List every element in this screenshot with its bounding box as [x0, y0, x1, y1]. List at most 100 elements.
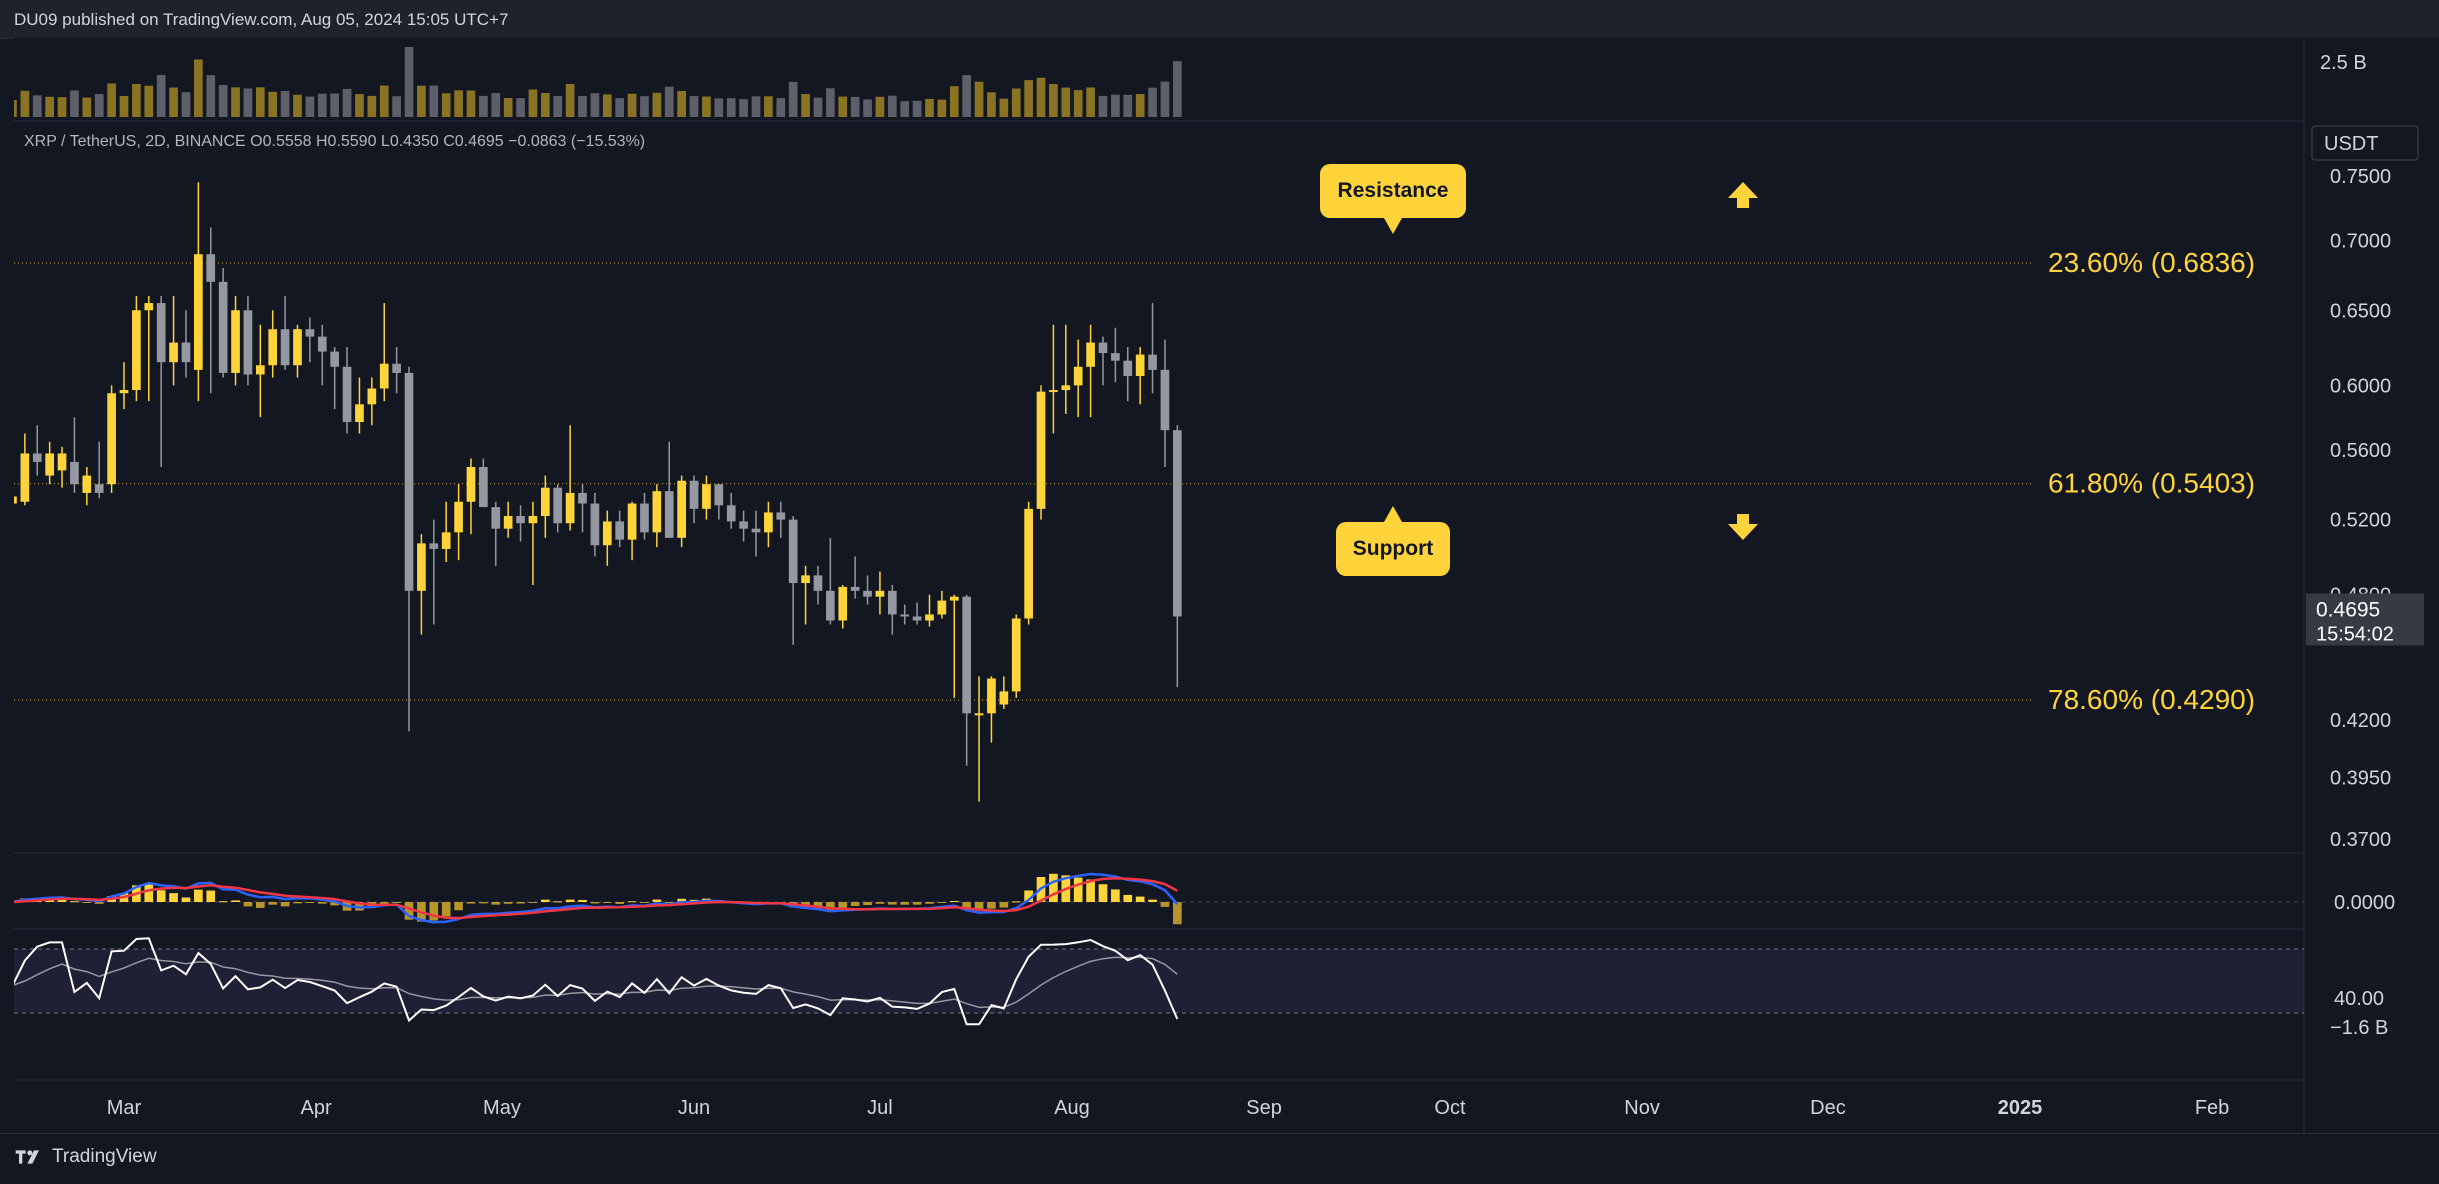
volume-bar	[962, 75, 972, 117]
candle-body	[801, 575, 810, 584]
candle	[677, 475, 686, 548]
volume-bar	[826, 88, 835, 117]
candle	[565, 425, 575, 531]
candle-body	[231, 310, 240, 373]
time-tick-label: Oct	[1434, 1097, 1466, 1119]
volume-bar	[813, 97, 823, 117]
candle-body	[305, 329, 315, 337]
volume-bar	[94, 94, 104, 117]
macd-hist-bar	[268, 902, 278, 905]
chart-area[interactable]: 0.75000.70000.65000.60000.56000.52000.48…	[14, 38, 2439, 1133]
macd-hist-bar	[1049, 873, 1058, 902]
macd-hist-bar	[280, 902, 290, 907]
currency-label: USDT	[2324, 133, 2378, 155]
candle	[94, 441, 104, 499]
candle	[974, 676, 984, 802]
candle-body	[491, 507, 501, 529]
macd-hist-bar	[912, 902, 922, 905]
volume-bar	[441, 93, 451, 117]
volume-bar	[850, 96, 860, 117]
candle	[1024, 501, 1033, 625]
candle	[863, 575, 872, 605]
volume-bar	[144, 85, 154, 117]
candle-body	[677, 480, 686, 538]
volume-bar	[974, 81, 984, 117]
volume-bar	[1011, 88, 1021, 117]
candle	[181, 310, 191, 378]
macd-hist-bar	[94, 902, 104, 904]
volume-bar	[912, 100, 922, 117]
candle-body	[714, 484, 724, 506]
volume-bar	[1135, 94, 1145, 117]
macd-zero-label: 0.0000	[2334, 892, 2395, 914]
volume-bar	[20, 90, 30, 117]
candle	[144, 295, 154, 402]
volume-bar	[181, 92, 191, 117]
last-price-label: 0.4695	[2316, 598, 2380, 621]
candle-body	[1049, 390, 1058, 393]
candle-body	[503, 516, 513, 529]
candle	[615, 510, 625, 548]
candle	[268, 310, 278, 378]
macd-hist-bar	[949, 900, 959, 902]
volume-axis-label: 2.5 B	[2320, 52, 2367, 74]
candle	[70, 417, 79, 493]
macd-hist-bar	[305, 902, 315, 903]
candle-body	[132, 310, 141, 391]
volume-bar	[243, 88, 253, 117]
macd-hist-bar	[70, 901, 79, 903]
macd-hist-bar	[578, 899, 587, 902]
candle-body	[293, 329, 302, 366]
candle	[987, 676, 996, 743]
volume-bar	[652, 92, 662, 117]
macd-hist-bar	[652, 899, 662, 902]
candle	[590, 492, 600, 557]
volume-bar	[1111, 94, 1120, 117]
macd-hist-bar	[875, 902, 885, 904]
candle	[664, 441, 674, 538]
volume-bar	[937, 99, 947, 117]
volume-bar	[305, 96, 315, 117]
price-tick-label: 0.7500	[2330, 166, 2391, 188]
volume-bar	[615, 98, 625, 117]
candle	[479, 458, 488, 508]
candle	[1011, 614, 1021, 698]
volume-bar	[45, 96, 54, 117]
candle-body	[1061, 385, 1071, 391]
resistance-pointer	[1384, 218, 1402, 234]
candle	[999, 676, 1009, 709]
volume-bar	[330, 93, 340, 117]
volume-bar	[751, 96, 761, 117]
candle-body	[1123, 360, 1133, 377]
volume-bar	[900, 101, 910, 117]
macd-hist-bar	[838, 902, 848, 908]
volume-bar	[838, 96, 848, 117]
candle-body	[466, 466, 476, 502]
candle-body	[664, 491, 674, 538]
tradingview-logo[interactable]: TradingView	[14, 1146, 157, 1168]
volume-bar	[503, 98, 513, 117]
last-price-tag	[2306, 593, 2424, 646]
candle-body	[751, 528, 761, 533]
candle-body	[94, 484, 104, 493]
candle	[330, 347, 340, 410]
candle	[379, 303, 389, 402]
price-tick-label: 0.4200	[2330, 710, 2391, 732]
candle-body	[57, 453, 67, 471]
candle	[441, 501, 451, 563]
macd-hist-bar	[1073, 877, 1083, 902]
macd-hist-bar	[82, 902, 92, 903]
volume-bar	[255, 87, 265, 117]
macd-hist-bar	[169, 893, 178, 902]
candle-body	[974, 713, 984, 716]
volume-bar	[801, 93, 810, 117]
candle	[466, 458, 476, 535]
candle-body	[144, 303, 154, 311]
candle-body	[107, 393, 116, 485]
volume-bar	[565, 83, 575, 117]
macd-hist-bar	[255, 902, 265, 908]
candle-body	[355, 404, 364, 423]
candle-body	[875, 590, 885, 597]
volume-bar	[132, 84, 141, 117]
price-chart[interactable]: 0.75000.70000.65000.60000.56000.52000.48…	[14, 38, 2439, 1133]
